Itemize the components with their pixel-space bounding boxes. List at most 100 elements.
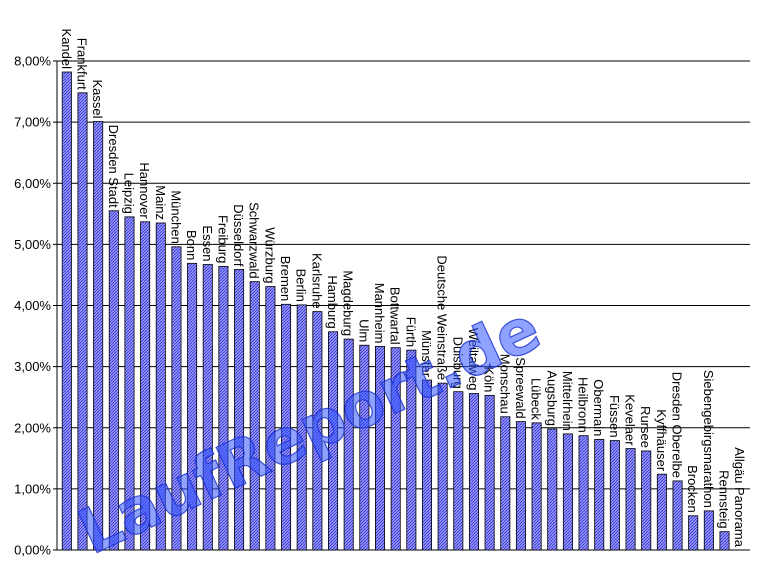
category-label: Ulm [356, 319, 371, 342]
y-axis-tick-labels: 0,00% 1,00% 2,00% 3,00% 4,00% 5,00% 6,00% 7,00%… [14, 54, 51, 558]
bar [609, 440, 620, 551]
category-label: Obermain [591, 379, 606, 436]
category-label: Essen [200, 225, 215, 261]
bar [312, 311, 323, 551]
bar [656, 473, 667, 551]
bar [296, 304, 307, 551]
category-label: Schwarzwald [247, 202, 262, 279]
category-label: Lübeck [529, 378, 544, 420]
category-label: Mainz [153, 185, 168, 220]
category-label: Duisburg [450, 337, 465, 389]
category-label: Frankfurt [74, 38, 89, 90]
bar [187, 262, 198, 551]
bar [672, 480, 683, 551]
bar [234, 269, 245, 551]
bar [484, 394, 495, 551]
bar [218, 265, 229, 551]
category-label: Monschau [497, 354, 512, 414]
bar [406, 349, 417, 551]
category-label: Rursee [638, 406, 653, 448]
category-label: Magdeburg [341, 270, 356, 336]
category-label: Heilbronn [576, 377, 591, 433]
bar [343, 338, 354, 551]
bar [77, 92, 88, 551]
category-label: Freiburg [215, 215, 230, 263]
bar [390, 347, 401, 551]
category-label: Rennsteig [717, 470, 732, 529]
category-label: Fürth [403, 317, 418, 347]
bars [61, 71, 730, 551]
bar [468, 393, 479, 551]
y-tick-label: 3,00% [14, 359, 51, 374]
category-label: Hamburg [325, 275, 340, 328]
y-tick-label: 5,00% [14, 237, 51, 252]
y-tick-label: 7,00% [14, 115, 51, 130]
category-label: Kyffhäuser [654, 409, 669, 472]
category-label: Bottwartal [388, 287, 403, 345]
category-label: Dresden Stadt [106, 125, 121, 208]
y-tick-label: 6,00% [14, 176, 51, 191]
bar [562, 433, 573, 551]
category-label: Spreewald [513, 357, 528, 418]
category-label: Leipzig [121, 173, 136, 214]
bar [171, 246, 182, 551]
y-tick-label: 2,00% [14, 420, 51, 435]
category-label: Kevelaer [623, 394, 638, 446]
bar [265, 286, 276, 551]
bar [437, 382, 448, 551]
bar [328, 331, 339, 551]
bar [453, 391, 464, 551]
bar [719, 531, 730, 551]
y-tick-label: 1,00% [14, 481, 51, 496]
bar [578, 435, 589, 551]
bar [281, 303, 292, 551]
bar [249, 281, 260, 551]
bar [108, 210, 119, 551]
category-label: Düsseldorf [231, 204, 246, 267]
category-label: Münster [419, 330, 434, 378]
y-tick-label: 4,00% [14, 298, 51, 313]
category-label: Kassel [90, 79, 105, 118]
category-label: Berlin [294, 269, 309, 302]
category-label: Bremen [278, 256, 293, 302]
category-label: Deutsche Weinstraße [435, 255, 450, 380]
y-tick-label: 8,00% [14, 54, 51, 69]
bar [688, 515, 699, 551]
bar [93, 121, 104, 551]
bar [421, 379, 432, 551]
bar [375, 346, 386, 551]
bar [531, 422, 542, 551]
category-label: Füssen [607, 395, 622, 438]
category-label: Dresden Oberelbe [670, 372, 685, 478]
category-label: Köln [482, 366, 497, 392]
bar [547, 428, 558, 551]
bar [359, 344, 370, 551]
category-label: Karlsruhe [309, 253, 324, 309]
category-label: München [168, 190, 183, 243]
category-label: Brocken [685, 465, 700, 513]
bar [641, 450, 652, 551]
category-label: Allgäu Panorama [732, 447, 747, 547]
bar [61, 71, 72, 551]
category-label: Kandel [59, 29, 74, 70]
bar [155, 222, 166, 551]
category-label: Mannheim [372, 283, 387, 344]
category-label: Weiltalweg [466, 328, 481, 391]
bar [500, 416, 511, 551]
y-tick-label: 0,00% [14, 543, 51, 558]
bar [515, 421, 526, 551]
category-label: Augsburg [544, 370, 559, 426]
category-label: Würzburg [262, 227, 277, 283]
bar [703, 510, 714, 551]
category-label: Mittelrhein [560, 371, 575, 431]
category-label: Bonn [184, 230, 199, 260]
bar [625, 448, 636, 551]
category-label: Hannover [137, 162, 152, 219]
bar [124, 216, 135, 551]
category-label: Siebengebirgsmarathon [701, 370, 716, 508]
bar [202, 264, 213, 551]
bar [140, 221, 151, 551]
bar [594, 438, 605, 551]
